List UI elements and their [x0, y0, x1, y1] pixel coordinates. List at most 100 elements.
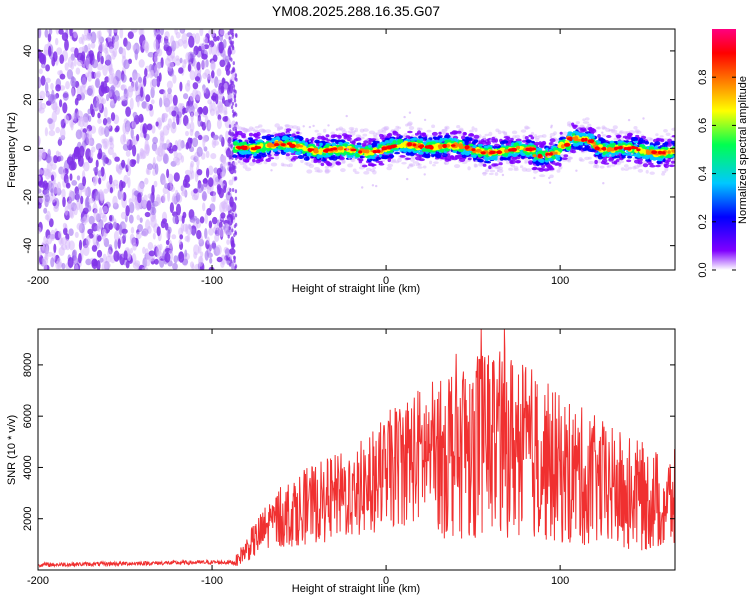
- signal-cell: [649, 157, 656, 160]
- noise-speckle: [155, 121, 159, 127]
- signal-cell: [336, 134, 342, 138]
- signal-cell: [623, 164, 629, 168]
- noise-speckle: [125, 260, 130, 269]
- noise-speckle: [225, 130, 229, 142]
- noise-speckle: [228, 45, 231, 50]
- signal-cell: [370, 156, 376, 160]
- signal-cell: [594, 164, 600, 169]
- noise-speckle: [233, 233, 236, 238]
- signal-cell: [247, 137, 253, 141]
- signal-cell: [256, 131, 261, 137]
- signal-cell: [524, 136, 529, 140]
- noise-speckle: [165, 100, 170, 113]
- signal-cell: [587, 127, 593, 131]
- noise-speckle: [201, 59, 207, 69]
- signal-cell: [635, 134, 640, 138]
- noise-speckle: [189, 70, 196, 81]
- signal-cell: [535, 167, 543, 171]
- noise-speckle: [151, 184, 155, 196]
- signal-cell: [386, 166, 393, 171]
- noise-speckle: [102, 155, 106, 167]
- noise-speckle: [232, 166, 235, 171]
- noise-speckle: [194, 90, 202, 101]
- noise-speckle: [107, 249, 112, 258]
- noise-speckle: [92, 167, 99, 173]
- noise-speckle: [216, 256, 223, 263]
- noise-speckle: [150, 99, 155, 105]
- noise-speckle: [82, 176, 87, 187]
- noise-speckle: [78, 252, 82, 264]
- signal-cell: [457, 148, 464, 153]
- signal-cell: [667, 138, 672, 143]
- signal-cell: [454, 155, 458, 158]
- signal-cell: [649, 164, 656, 168]
- noise-speckle: [228, 137, 232, 141]
- signal-cell: [388, 154, 395, 159]
- signal-cell: [394, 151, 400, 155]
- noise-speckle: [169, 186, 175, 192]
- noise-speckle: [186, 123, 191, 130]
- signal-cell: [576, 146, 580, 150]
- noise-speckle: [223, 82, 228, 92]
- signal-cell: [342, 143, 348, 147]
- noise-speckle: [232, 84, 236, 89]
- noise-speckle: [228, 161, 232, 166]
- noise-speckle: [191, 228, 196, 237]
- noise-speckle: [204, 212, 208, 225]
- signal-cell: [599, 165, 605, 169]
- signal-cell: [330, 131, 336, 136]
- noise-speckle: [127, 176, 131, 189]
- noise-speckle: [102, 80, 108, 91]
- signal-cell: [241, 126, 246, 130]
- signal-cell: [594, 152, 600, 155]
- noise-speckle: [144, 248, 149, 256]
- noise-speckle: [71, 180, 78, 186]
- noise-speckle: [224, 248, 230, 257]
- noise-speckle: [228, 98, 231, 103]
- noise-speckle: [91, 244, 98, 252]
- signal-cell: [493, 155, 498, 159]
- noise-speckle: [122, 232, 127, 241]
- signal-cell: [426, 129, 432, 133]
- noise-speckle: [56, 47, 63, 55]
- noise-speckle: [76, 59, 83, 67]
- noise-speckle: [176, 114, 180, 126]
- noise-speckle: [88, 115, 92, 122]
- noise-speckle: [116, 95, 121, 102]
- noise-speckle: [102, 232, 106, 243]
- noise-speckle: [219, 29, 225, 36]
- signal-cell: [668, 164, 675, 168]
- noise-speckle: [66, 69, 73, 80]
- noise-speckle: [229, 201, 233, 206]
- noise-speckle: [111, 73, 116, 84]
- noise-speckle: [82, 216, 88, 223]
- signal-cell: [432, 164, 436, 167]
- signal-cell: [408, 126, 415, 130]
- signal-cell: [461, 135, 466, 140]
- noise-speckle: [229, 262, 232, 267]
- noise-speckle: [124, 88, 127, 95]
- noise-speckle: [205, 150, 210, 159]
- noise-speckle: [127, 158, 131, 170]
- signal-cell: [280, 162, 285, 167]
- signal-cell: [663, 163, 667, 168]
- noise-speckle: [147, 242, 154, 250]
- noise-speckle: [130, 226, 135, 234]
- noise-speckle: [220, 254, 227, 266]
- noise-speckle: [233, 169, 237, 174]
- signal-cell: [497, 130, 502, 135]
- noise-speckle: [117, 238, 121, 250]
- signal-cell: [505, 160, 510, 165]
- noise-speckle: [192, 82, 199, 90]
- noise-speckle: [211, 102, 216, 112]
- signal-cell: [347, 130, 354, 134]
- signal-cell: [405, 123, 409, 127]
- signal-cell: [661, 172, 666, 176]
- signal-cell: [597, 155, 604, 160]
- signal-cell: [361, 164, 368, 168]
- noise-speckle: [199, 107, 203, 114]
- noise-speckle: [119, 29, 124, 39]
- noise-speckle: [145, 219, 151, 231]
- noise-speckle: [144, 211, 151, 218]
- noise-speckle: [130, 29, 138, 33]
